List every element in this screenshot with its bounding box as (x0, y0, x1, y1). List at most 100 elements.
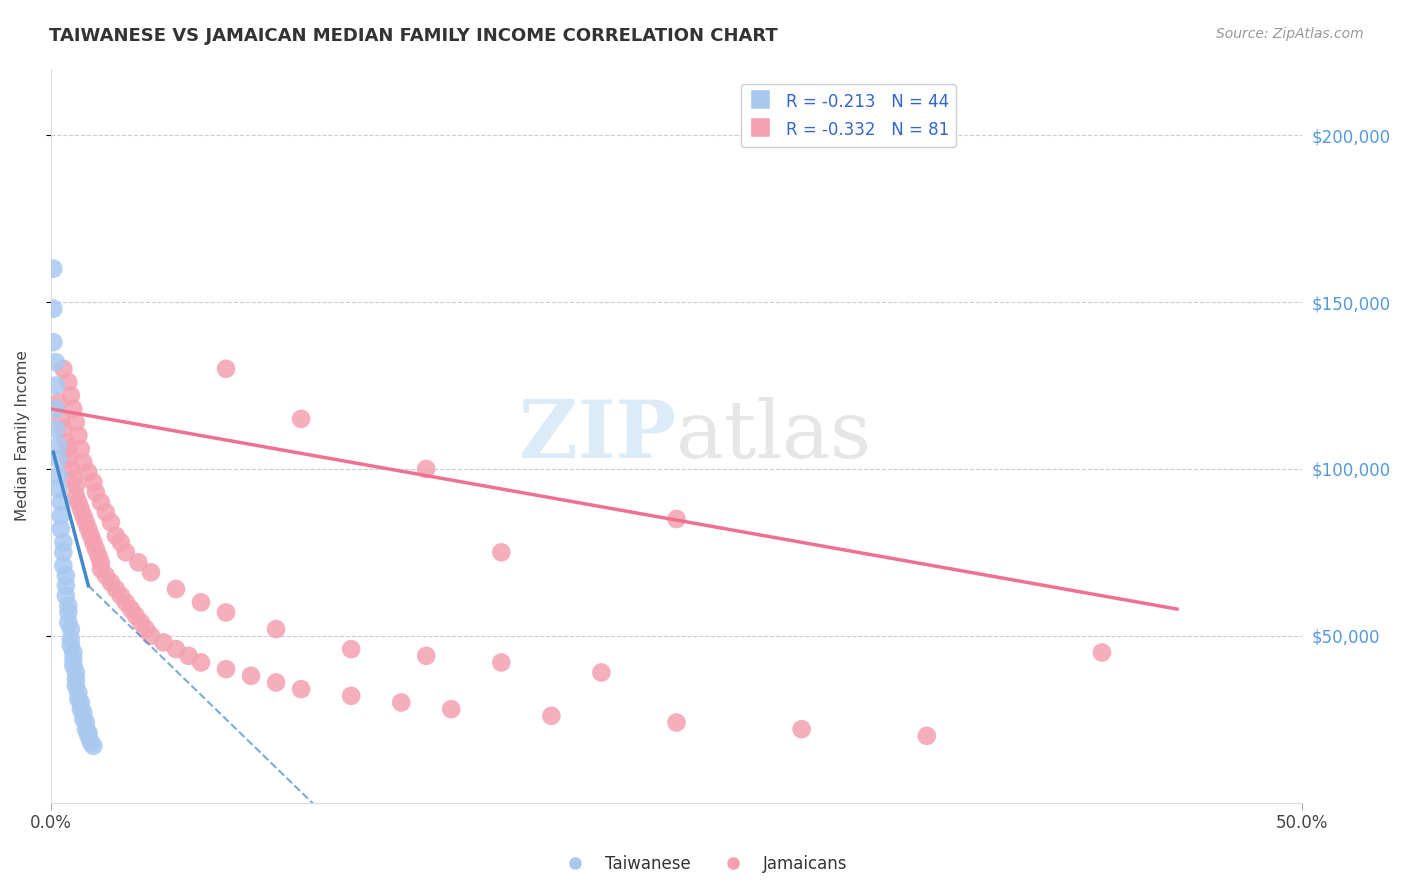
Point (100, 575, 122, 590)
Text: TAIWANESE VS JAMAICAN MEDIAN FAMILY INCOME CORRELATION CHART: TAIWANESE VS JAMAICAN MEDIAN FAMILY INCO… (49, 27, 778, 45)
Point (110, 589, 132, 603)
Point (165, 582, 187, 596)
Point (65, 489, 87, 503)
Point (45, 355, 67, 369)
Point (790, 722, 813, 736)
Point (65, 415, 87, 429)
Legend: R = -0.213   N = 44, R = -0.332   N = 81: R = -0.213 N = 44, R = -0.332 N = 81 (741, 84, 956, 146)
Point (389, 696, 412, 710)
Point (104, 529, 127, 543)
Point (67, 685, 90, 699)
Point (42, 335, 65, 350)
Point (665, 512, 688, 526)
Point (72, 706, 94, 720)
Point (80, 529, 103, 543)
Point (84, 485, 107, 500)
Text: Source: ZipAtlas.com: Source: ZipAtlas.com (1216, 27, 1364, 41)
Point (94, 505, 117, 519)
Point (264, 675, 287, 690)
Point (65, 679, 87, 693)
Point (58, 615, 80, 630)
Point (62, 645, 84, 659)
Point (540, 709, 562, 723)
Point (55, 435, 77, 450)
Point (82, 739, 104, 753)
Point (129, 615, 152, 630)
Point (45, 378, 67, 392)
Point (70, 502, 93, 516)
Text: atlas: atlas (676, 397, 872, 475)
Point (77, 725, 100, 739)
Point (491, 545, 513, 559)
Point (59, 622, 82, 636)
Point (139, 629, 162, 643)
Point (177, 648, 200, 663)
Point (415, 462, 437, 476)
Point (46, 482, 69, 496)
Point (340, 642, 363, 657)
Point (59, 462, 82, 476)
Point (52, 422, 75, 436)
Point (84, 541, 107, 556)
Point (90, 495, 112, 509)
Point (46, 439, 69, 453)
Point (110, 535, 132, 549)
Point (264, 622, 287, 636)
Point (65, 478, 87, 492)
Point (75, 516, 97, 530)
Point (665, 715, 688, 730)
Point (290, 682, 312, 697)
Point (42, 261, 65, 276)
Point (240, 669, 263, 683)
Point (104, 582, 127, 596)
Point (135, 622, 157, 636)
Point (215, 361, 238, 376)
Point (49, 495, 72, 509)
Point (152, 635, 174, 649)
Point (115, 545, 138, 559)
Point (491, 656, 513, 670)
Point (215, 606, 238, 620)
Point (45, 422, 67, 436)
Point (65, 672, 87, 686)
Point (46, 451, 69, 466)
Point (340, 689, 363, 703)
Point (215, 662, 238, 676)
Point (62, 658, 84, 673)
Point (65, 665, 87, 680)
Point (72, 508, 94, 523)
Point (591, 665, 613, 680)
Point (55, 589, 77, 603)
Point (190, 595, 212, 609)
Point (100, 516, 122, 530)
Point (49, 522, 72, 536)
Point (55, 568, 77, 582)
Point (1091, 645, 1114, 659)
Point (58, 451, 80, 466)
Point (190, 656, 212, 670)
Point (120, 602, 142, 616)
Point (46, 395, 69, 409)
Point (87, 549, 110, 563)
Point (45, 401, 67, 416)
Point (915, 729, 938, 743)
Point (115, 595, 138, 609)
Point (52, 535, 75, 549)
Point (62, 472, 84, 486)
Point (58, 442, 80, 456)
Point (77, 729, 100, 743)
Point (415, 648, 437, 663)
Point (49, 412, 72, 426)
Point (440, 702, 463, 716)
Point (125, 608, 148, 623)
Point (62, 652, 84, 666)
Point (52, 361, 75, 376)
Y-axis label: Median Family Income: Median Family Income (15, 351, 30, 521)
Point (59, 632, 82, 646)
Text: ZIP: ZIP (519, 397, 676, 475)
Point (42, 301, 65, 316)
Point (82, 535, 104, 549)
Point (70, 442, 93, 456)
Point (82, 475, 104, 490)
Point (165, 642, 187, 657)
